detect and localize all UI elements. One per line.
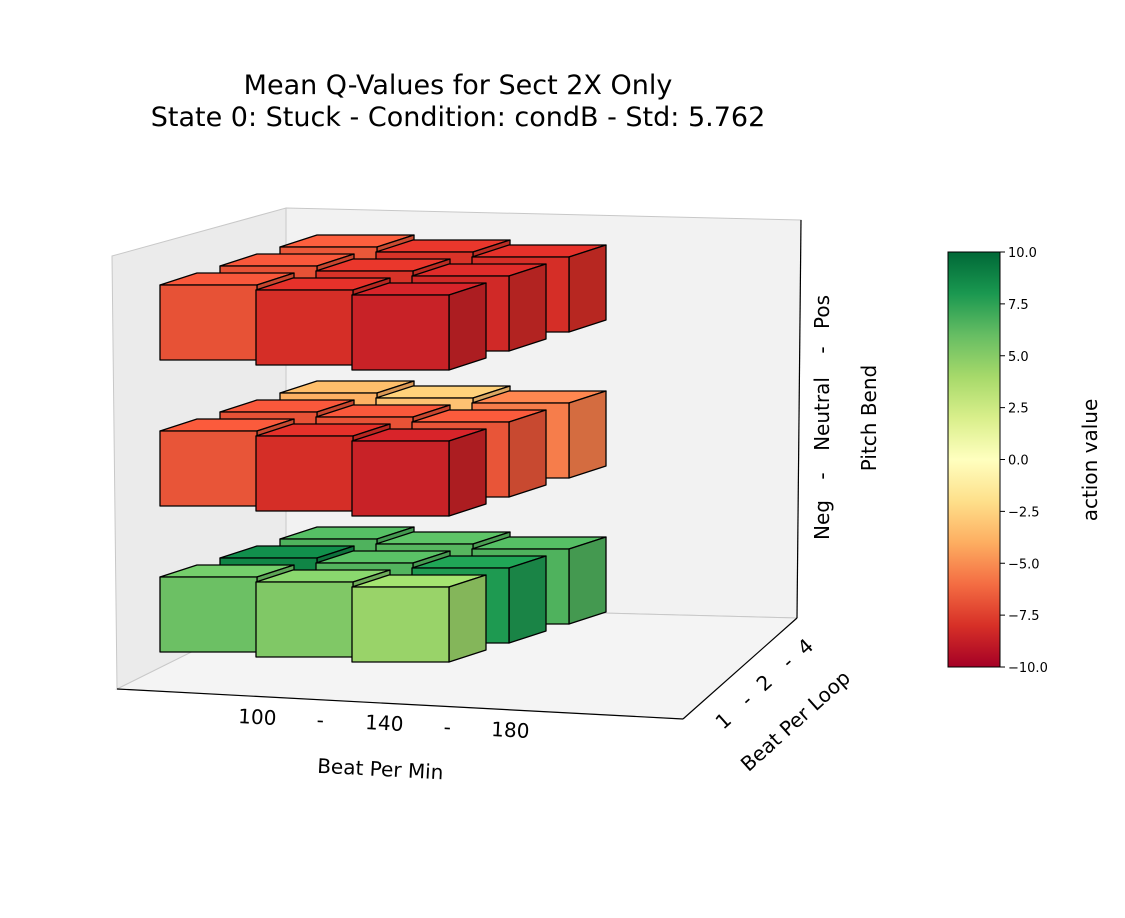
colorbar-tick-label: −10.0: [1008, 661, 1048, 676]
x-ticks: 100 - 140 - 180: [238, 704, 530, 743]
z-axis-label: Pitch Bend: [857, 365, 881, 471]
bar-side-face: [568, 244, 607, 333]
x-tick-2: 140: [365, 710, 404, 736]
y-axis-line: [682, 617, 798, 720]
x-tick-4: 180: [491, 717, 530, 743]
bar-side-face: [508, 263, 547, 352]
bar-180-1-neutral: [351, 428, 487, 517]
bar-front-face: [159, 576, 258, 653]
chart-title-line2: State 0: Stuck - Condition: condB - Std:…: [151, 102, 766, 133]
bar-side-face: [448, 282, 487, 371]
colorbar-tick-label: 5.0: [1008, 350, 1029, 365]
bar-side-face: [568, 536, 607, 625]
z-tick-2: Neutral: [810, 377, 834, 451]
bar-front-face: [351, 586, 450, 663]
z-tick-0: Neg: [810, 500, 834, 540]
bar-front-face: [159, 284, 258, 361]
z-ticks: Neg - Neutral - Pos: [810, 295, 834, 540]
colorbar-tick-label: −5.0: [1008, 557, 1040, 572]
z-tick-3: -: [810, 346, 834, 353]
bar-180-1-neg: [351, 574, 487, 663]
colorbar-tick-label: 10.0: [1008, 246, 1037, 261]
x-axis-label: Beat Per Min: [317, 754, 444, 785]
colorbar-label: action value: [1078, 399, 1102, 522]
x-tick-0: 100: [238, 704, 277, 730]
y-tick-0: 1: [711, 708, 737, 734]
cube-bars: [159, 234, 607, 663]
y-axis-label: Beat Per Loop: [736, 665, 855, 776]
colorbar-tick-label: −2.5: [1008, 505, 1040, 520]
bar-side-face: [508, 555, 547, 644]
z-tick-1: -: [810, 472, 834, 479]
y-tick-3: -: [777, 650, 798, 673]
y-tick-2: 2: [752, 670, 778, 696]
x-axis-line: [116, 688, 684, 720]
colorbar-tick-label: 0.0: [1008, 454, 1029, 469]
colorbar-tick-label: 2.5: [1008, 402, 1029, 417]
chart-title-line1: Mean Q-Values for Sect 2X Only: [244, 70, 673, 101]
bar-front-face: [255, 581, 354, 658]
z-axis-line: [796, 219, 802, 619]
colorbar: [947, 251, 1001, 668]
bar-front-face: [255, 289, 354, 366]
bar-front-face: [351, 440, 450, 517]
bar-front-face: [255, 435, 354, 512]
bar-front-face: [351, 294, 450, 371]
colorbar-tick-label: −7.5: [1008, 609, 1040, 624]
bar-180-1-pos: [351, 282, 487, 371]
x-tick-3: -: [443, 715, 451, 739]
bar-side-face: [568, 390, 607, 479]
bar-front-face: [159, 430, 258, 507]
y-tick-4: 4: [793, 634, 819, 660]
y-tick-1: -: [736, 688, 757, 711]
colorbar-ticks: 10.0 7.5 5.0 2.5 0.0 −2.5 −5.0 −7.5 −10.0: [1000, 246, 1048, 676]
x-tick-1: -: [316, 708, 324, 732]
z-tick-4: Pos: [810, 295, 834, 329]
bar-side-face: [508, 409, 547, 498]
bar-side-face: [448, 428, 487, 517]
colorbar-tick-label: 7.5: [1008, 298, 1029, 313]
bar-side-face: [448, 574, 487, 663]
